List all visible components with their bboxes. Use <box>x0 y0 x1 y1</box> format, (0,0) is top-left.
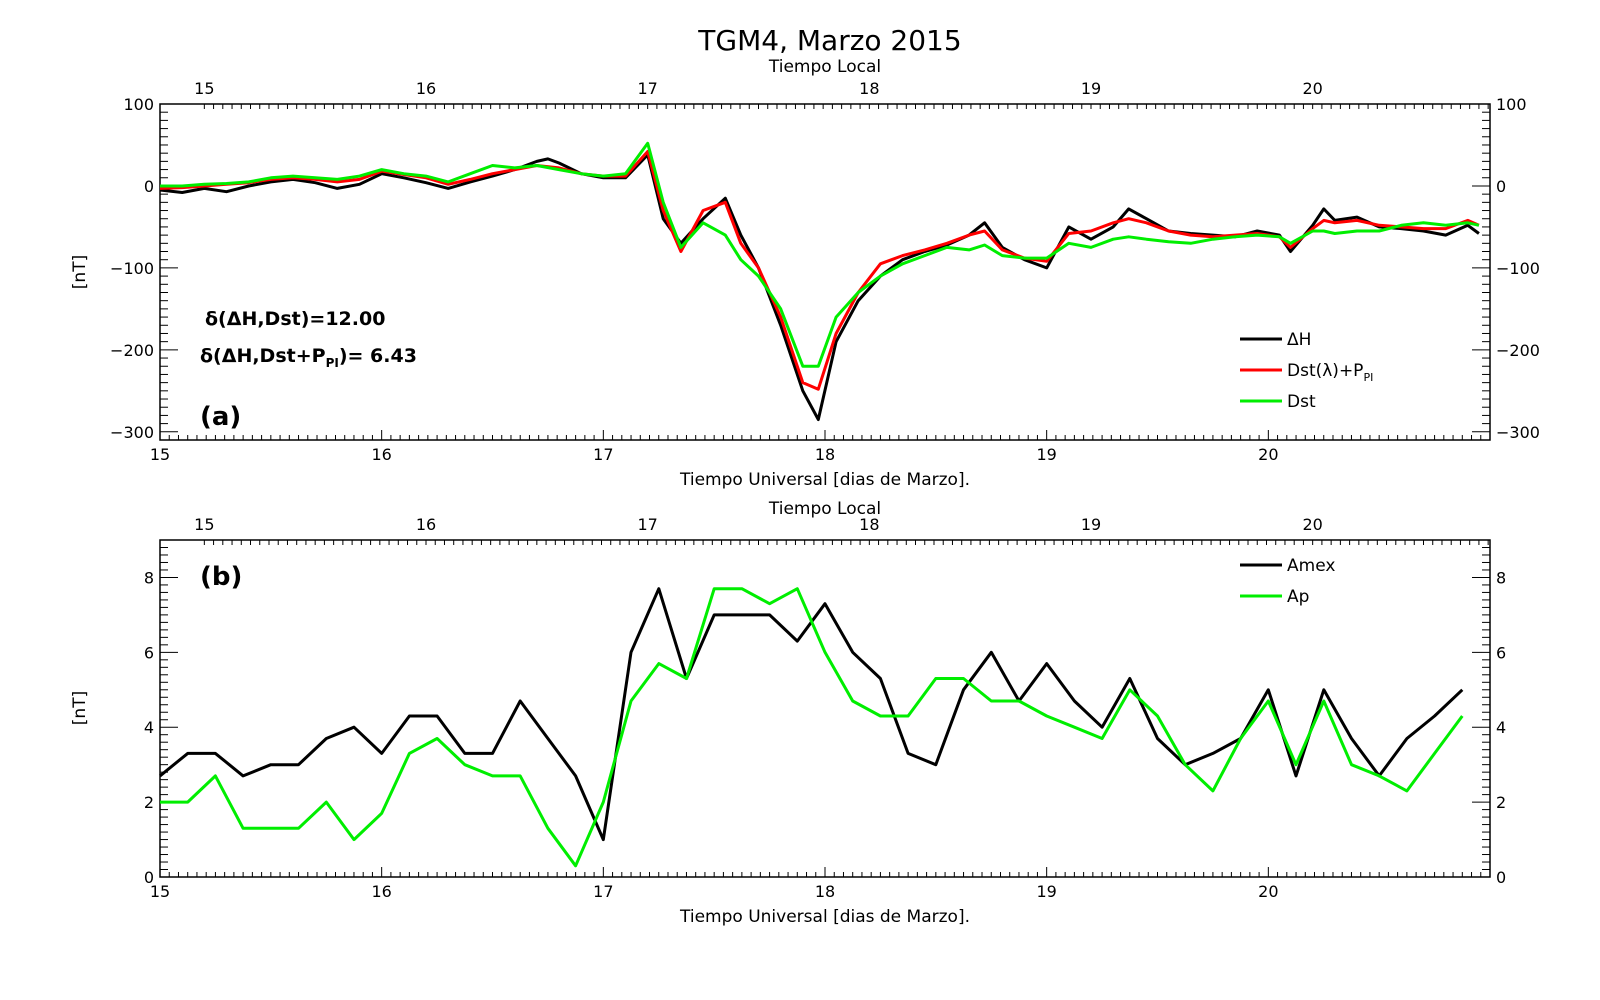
series-line-b-1 <box>160 587 1464 868</box>
panel-a-annotation-2: δ(ΔH,Dst+PPI)= 6.43 <box>200 345 417 370</box>
y-tick-label: 0 <box>144 868 154 887</box>
top-x-tick-label: 19 <box>1081 79 1101 98</box>
series-line-b-0 <box>159 587 1464 842</box>
x-tick-label: 17 <box>593 445 613 464</box>
y-tick-label-right: −300 <box>1496 423 1540 442</box>
y-tick-label: −100 <box>110 259 154 278</box>
top-x-tick-label: 20 <box>1302 515 1322 534</box>
series-line-a-2 <box>160 141 1480 368</box>
chart-title: TGM4, Marzo 2015 <box>697 24 961 57</box>
y-tick-label-right: 0 <box>1496 177 1506 196</box>
x-tick-label: 20 <box>1258 445 1278 464</box>
top-x-tick-label: 19 <box>1081 515 1101 534</box>
legend-label-dst-ppi-main: Dst(λ)+P <box>1287 361 1363 381</box>
panel-a-ylabel: [nT] <box>70 255 90 289</box>
y-tick-label-right: 6 <box>1496 643 1506 662</box>
x-tick-label: 20 <box>1258 882 1278 901</box>
panel-a: Tiempo Local Tiempo Universal [dias de M… <box>70 57 1540 490</box>
panel-a-label: (a) <box>200 402 241 432</box>
x-tick-label: 18 <box>815 445 835 464</box>
panel-a-legend: ΔH Dst(λ)+PPI Dst <box>1240 330 1373 412</box>
y-tick-label: −200 <box>110 341 154 360</box>
legend-label-dst-ppi-sub: PI <box>1363 371 1373 384</box>
panel-a-xlabel: Tiempo Universal [dias de Marzo]. <box>679 470 970 490</box>
legend-label-dst: Dst <box>1287 392 1316 412</box>
legend-label-amex: Amex <box>1287 556 1335 576</box>
annotation-2-sub: PI <box>326 356 339 370</box>
top-x-tick-label: 20 <box>1302 79 1322 98</box>
y-tick-label-right: −100 <box>1496 259 1540 278</box>
top-x-tick-label: 17 <box>637 515 657 534</box>
x-tick-label: 15 <box>150 882 170 901</box>
panel-b: Tiempo Local Tiempo Universal [dias de M… <box>70 499 1506 927</box>
x-tick-label: 16 <box>371 882 391 901</box>
panel-b-ylabel: [nT] <box>70 691 90 725</box>
y-tick-label: 100 <box>123 95 154 114</box>
y-tick-label: 4 <box>144 718 154 737</box>
x-tick-label: 18 <box>815 882 835 901</box>
top-x-tick-label: 16 <box>416 515 436 534</box>
legend-label-dst-ppi: Dst(λ)+PPI <box>1287 361 1373 384</box>
y-tick-label: 0 <box>144 177 154 196</box>
panel-b-xlabel: Tiempo Universal [dias de Marzo]. <box>679 907 970 927</box>
annotation-2-tail: )= 6.43 <box>339 345 417 367</box>
y-tick-label-right: 4 <box>1496 718 1506 737</box>
y-tick-label: 6 <box>144 643 154 662</box>
annotation-2-main: δ(ΔH,Dst+P <box>200 345 326 367</box>
x-tick-label: 17 <box>593 882 613 901</box>
x-tick-label: 15 <box>150 445 170 464</box>
legend-label-ap: Ap <box>1287 587 1309 607</box>
y-tick-label: −300 <box>110 423 154 442</box>
y-tick-label-right: 0 <box>1496 868 1506 887</box>
y-tick-label-right: 2 <box>1496 793 1506 812</box>
y-tick-label-right: 8 <box>1496 568 1506 587</box>
panel-b-legend: Amex Ap <box>1240 556 1335 607</box>
panel-b-top-xlabel: Tiempo Local <box>768 499 881 519</box>
x-tick-label: 19 <box>1036 882 1056 901</box>
x-tick-label: 19 <box>1036 445 1056 464</box>
top-x-tick-label: 17 <box>637 79 657 98</box>
panel-b-label: (b) <box>200 562 242 592</box>
series-line-a-0 <box>159 153 1480 421</box>
y-tick-label: 8 <box>144 568 154 587</box>
y-tick-label-right: −200 <box>1496 341 1540 360</box>
top-x-tick-label: 15 <box>194 515 214 534</box>
x-tick-label: 16 <box>371 445 391 464</box>
panel-a-top-xlabel: Tiempo Local <box>768 57 881 77</box>
y-tick-label-right: 100 <box>1496 95 1527 114</box>
y-tick-label: 2 <box>144 793 154 812</box>
panel-a-annotation-1: δ(ΔH,Dst)=12.00 <box>205 308 385 330</box>
top-x-tick-label: 18 <box>859 515 879 534</box>
top-x-tick-label: 15 <box>194 79 214 98</box>
top-x-tick-label: 18 <box>859 79 879 98</box>
top-x-tick-label: 16 <box>416 79 436 98</box>
legend-label-dh: ΔH <box>1287 330 1311 350</box>
